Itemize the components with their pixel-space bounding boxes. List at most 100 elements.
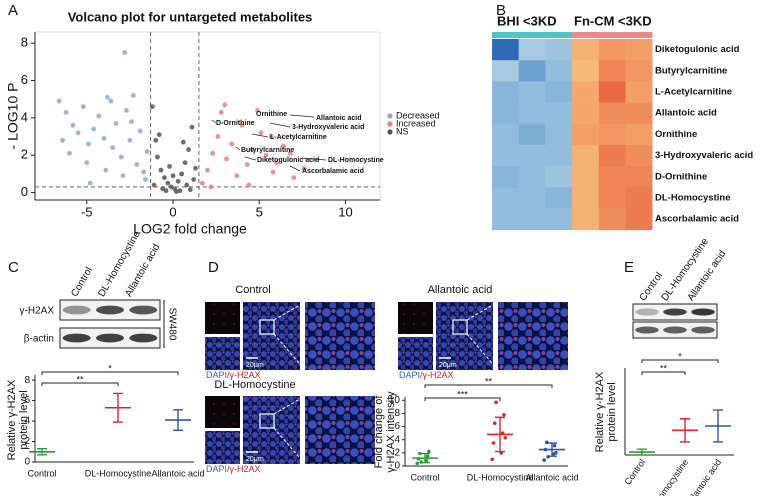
zoom-box [259, 319, 275, 335]
heat-cell [625, 208, 653, 231]
x-tick-label: DL-Homocystine [85, 468, 152, 478]
point [155, 154, 160, 160]
heat-cell [492, 166, 519, 188]
zoom-line [466, 301, 499, 321]
blot-band [663, 308, 687, 316]
row-label: Ornithine [655, 129, 697, 140]
stain-dapi: DAPI [206, 464, 227, 474]
point [127, 137, 133, 143]
stain-label: DAPI/γ-H2AX [399, 370, 454, 380]
point [134, 162, 140, 167]
legend-swatch [387, 113, 393, 119]
point [229, 141, 235, 147]
heat-cell [625, 81, 653, 103]
significance-label: ** [76, 374, 84, 384]
heat-cell [492, 81, 519, 103]
image [243, 396, 300, 464]
blot-band [663, 326, 687, 334]
significance-bar [641, 371, 686, 375]
heat-cell [572, 187, 600, 209]
group-bar [572, 32, 600, 38]
significance-bar [424, 397, 501, 401]
point [274, 160, 279, 166]
stain-box [398, 371, 454, 381]
group-bar [598, 32, 626, 38]
significance-bar [641, 359, 719, 363]
point [96, 113, 102, 119]
stain-label: DAPI/γ-H2AX [206, 370, 261, 380]
annotation: Allantoic acid [316, 115, 362, 122]
significance-label: *** [457, 389, 468, 399]
image [243, 302, 300, 370]
blot-band [635, 326, 659, 334]
point [105, 94, 110, 100]
heat-cell [598, 81, 626, 103]
annotation-line [235, 146, 241, 151]
group-bar [492, 32, 519, 38]
heat-cell [598, 187, 626, 209]
heat-cell [518, 145, 546, 167]
point [494, 400, 498, 405]
x-tick-label: Control [27, 468, 56, 478]
row-label: Diketogulonic acid [655, 44, 740, 55]
scale-label: 20μm [246, 456, 264, 463]
annotation: L-Acetylcarnitine [270, 134, 327, 141]
point [56, 98, 62, 104]
heat-cell [598, 102, 626, 125]
point [193, 165, 198, 171]
image [398, 337, 433, 370]
significance-label: ** [660, 363, 668, 373]
point [291, 175, 297, 181]
point [153, 137, 159, 143]
heat-cell [545, 145, 573, 167]
point [122, 50, 128, 55]
heat-cell [625, 187, 653, 209]
blot-band [635, 308, 659, 316]
x-tick-label: Control [410, 472, 439, 482]
stain-dapi: DAPI [206, 370, 227, 380]
point [208, 184, 214, 190]
row-label: γ-H2AX [20, 306, 55, 317]
point [179, 171, 185, 177]
point [490, 457, 495, 462]
heat-cell [625, 166, 653, 188]
annotation-line [211, 119, 217, 124]
heat-cell [572, 145, 600, 167]
significance-label: * [678, 351, 682, 361]
point [222, 102, 228, 108]
y-tick-label: 2 [24, 436, 30, 447]
point [87, 180, 93, 186]
point [244, 162, 250, 167]
significance-label: ** [485, 376, 493, 386]
point [418, 451, 422, 456]
heat-cell [492, 145, 519, 167]
image [498, 302, 568, 370]
group-bar [545, 32, 573, 38]
heat-cell [545, 208, 573, 231]
point [502, 412, 506, 417]
point [187, 187, 193, 193]
point [149, 104, 155, 110]
point [552, 443, 557, 448]
heat-cell [572, 166, 600, 188]
heat-cell [545, 39, 573, 61]
panel-label: C [8, 259, 19, 276]
point [503, 435, 508, 440]
image-title: Allantoic acid [428, 284, 493, 296]
heat-cell [572, 102, 600, 125]
point [249, 147, 255, 153]
point [170, 173, 176, 179]
point [120, 173, 126, 179]
y-tick-label: 0 [21, 184, 28, 199]
point [161, 175, 167, 181]
row-label: β-actin [24, 334, 54, 345]
heat-cell [625, 145, 653, 167]
row-label: D-Ornithine [655, 171, 707, 182]
heat-cell [492, 60, 519, 82]
point [491, 441, 496, 445]
group-bar [518, 32, 546, 38]
point [184, 182, 190, 188]
heat-cell [572, 39, 600, 61]
point [239, 122, 245, 128]
